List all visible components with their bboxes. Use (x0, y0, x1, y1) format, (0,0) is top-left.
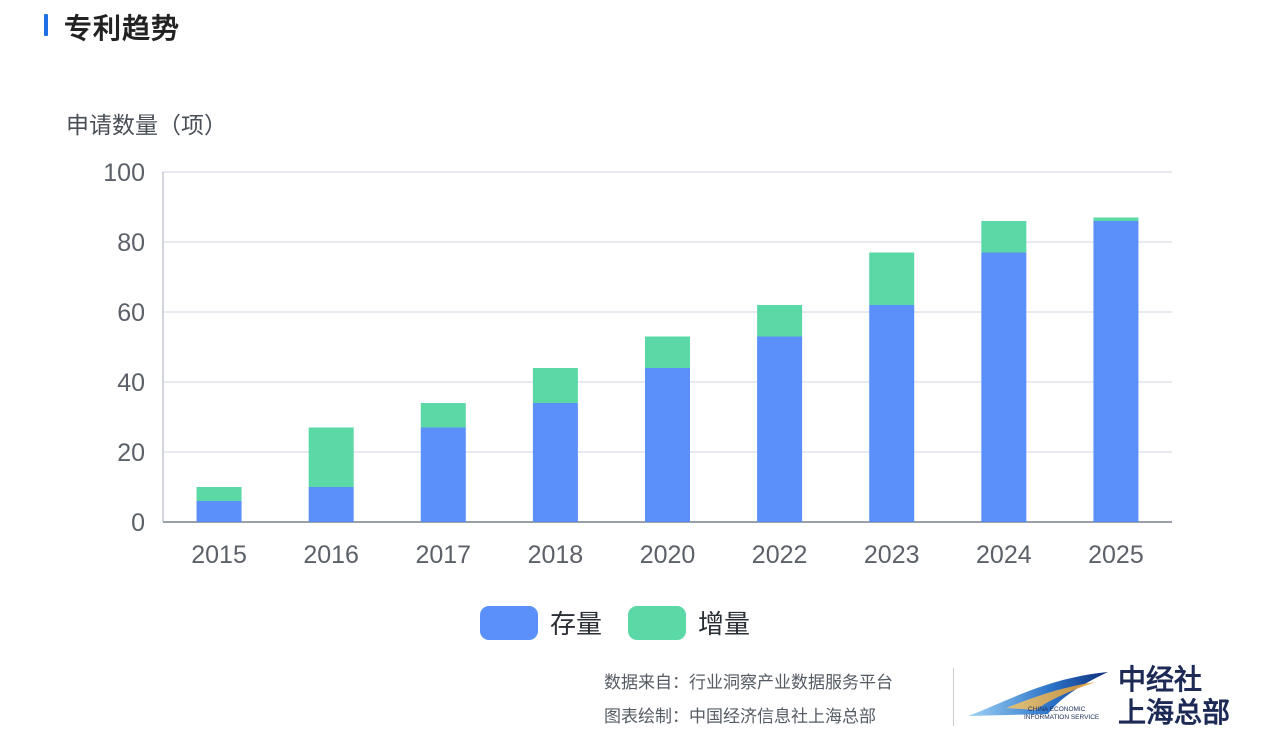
y-tick-label: 80 (117, 229, 145, 257)
y-tick-label: 20 (117, 439, 145, 467)
bar-stock-2016 (308, 487, 354, 522)
y-tick-label: 0 (131, 509, 145, 537)
bar-increment-2024 (981, 221, 1027, 253)
bar-increment-2020 (645, 336, 690, 368)
x-tick-label: 2023 (864, 541, 920, 569)
x-tick-label: 2017 (415, 541, 471, 569)
x-tick-label: 2018 (528, 541, 584, 569)
legend-swatch-stock (480, 605, 538, 640)
y-tick-label: 60 (117, 299, 145, 327)
bar-stock-2024 (981, 252, 1027, 522)
bar-stock-2022 (757, 336, 803, 522)
footer-divider (953, 668, 954, 726)
x-tick-label: 2015 (191, 541, 247, 569)
logo-text-line2: INFORMATION SERVICE (1024, 714, 1100, 721)
legend-swatch-increment (628, 605, 687, 640)
stacked-bar-chart: 0 20 40 60 80 100 2015 2016 2017 2018 2020 2022 2023… (103, 159, 1172, 569)
legend-item-stock[interactable]: 存量 (480, 604, 602, 641)
bar-increment-2023 (869, 252, 915, 305)
legend-label-increment: 增量 (698, 610, 751, 640)
bar-increment-2016 (308, 427, 354, 487)
bar-stock-2025 (1093, 221, 1139, 522)
title-accent-bar (44, 14, 48, 36)
legend-item-increment[interactable]: 增量 (628, 604, 750, 641)
logo-cn-line1: 中经社 (1118, 663, 1203, 696)
x-tick-label: 2022 (752, 541, 808, 569)
bar-stock-2023 (869, 305, 915, 522)
bar-increment-2017 (420, 403, 466, 428)
chart-credit-text: 图表绘制：中国经济信息社上海总部 (604, 707, 876, 727)
source-notes: 数据来自：行业洞察产业数据服务平台 图表绘制：中国经济信息社上海总部 (604, 666, 893, 734)
bar-stock-2018 (532, 403, 578, 522)
bar-stock-2017 (420, 427, 466, 522)
chart-legend: 存量 增量 (480, 604, 776, 641)
y-tick-label: 40 (117, 369, 145, 397)
data-source-text: 数据来自：行业洞察产业数据服务平台 (604, 673, 893, 693)
bar-increment-2018 (532, 368, 578, 403)
bar-increment-2025 (1093, 217, 1139, 221)
logo-cn-line2: 上海总部 (1118, 696, 1231, 729)
legend-label-stock: 存量 (550, 610, 603, 640)
bar-increment-2022 (757, 305, 803, 337)
y-tick-label: 100 (103, 159, 145, 187)
x-tick-label: 2016 (303, 541, 359, 569)
x-tick-label: 2020 (640, 541, 696, 569)
y-axis-label: 申请数量（项） (66, 113, 227, 139)
bar-increment-2015 (196, 487, 242, 501)
page-title: 专利趋势 (64, 12, 181, 45)
bar-stock-2015 (196, 501, 242, 522)
x-tick-label: 2024 (976, 541, 1032, 569)
bar-stock-2020 (645, 368, 690, 522)
ceis-logo-icon: CHINA ECONOMIC INFORMATION SERVICE (968, 672, 1108, 721)
logo-wordmark: 中经社 上海总部 (1118, 663, 1230, 729)
logo-text-line1: CHINA ECONOMIC (1028, 706, 1086, 713)
x-tick-label: 2025 (1088, 541, 1144, 569)
